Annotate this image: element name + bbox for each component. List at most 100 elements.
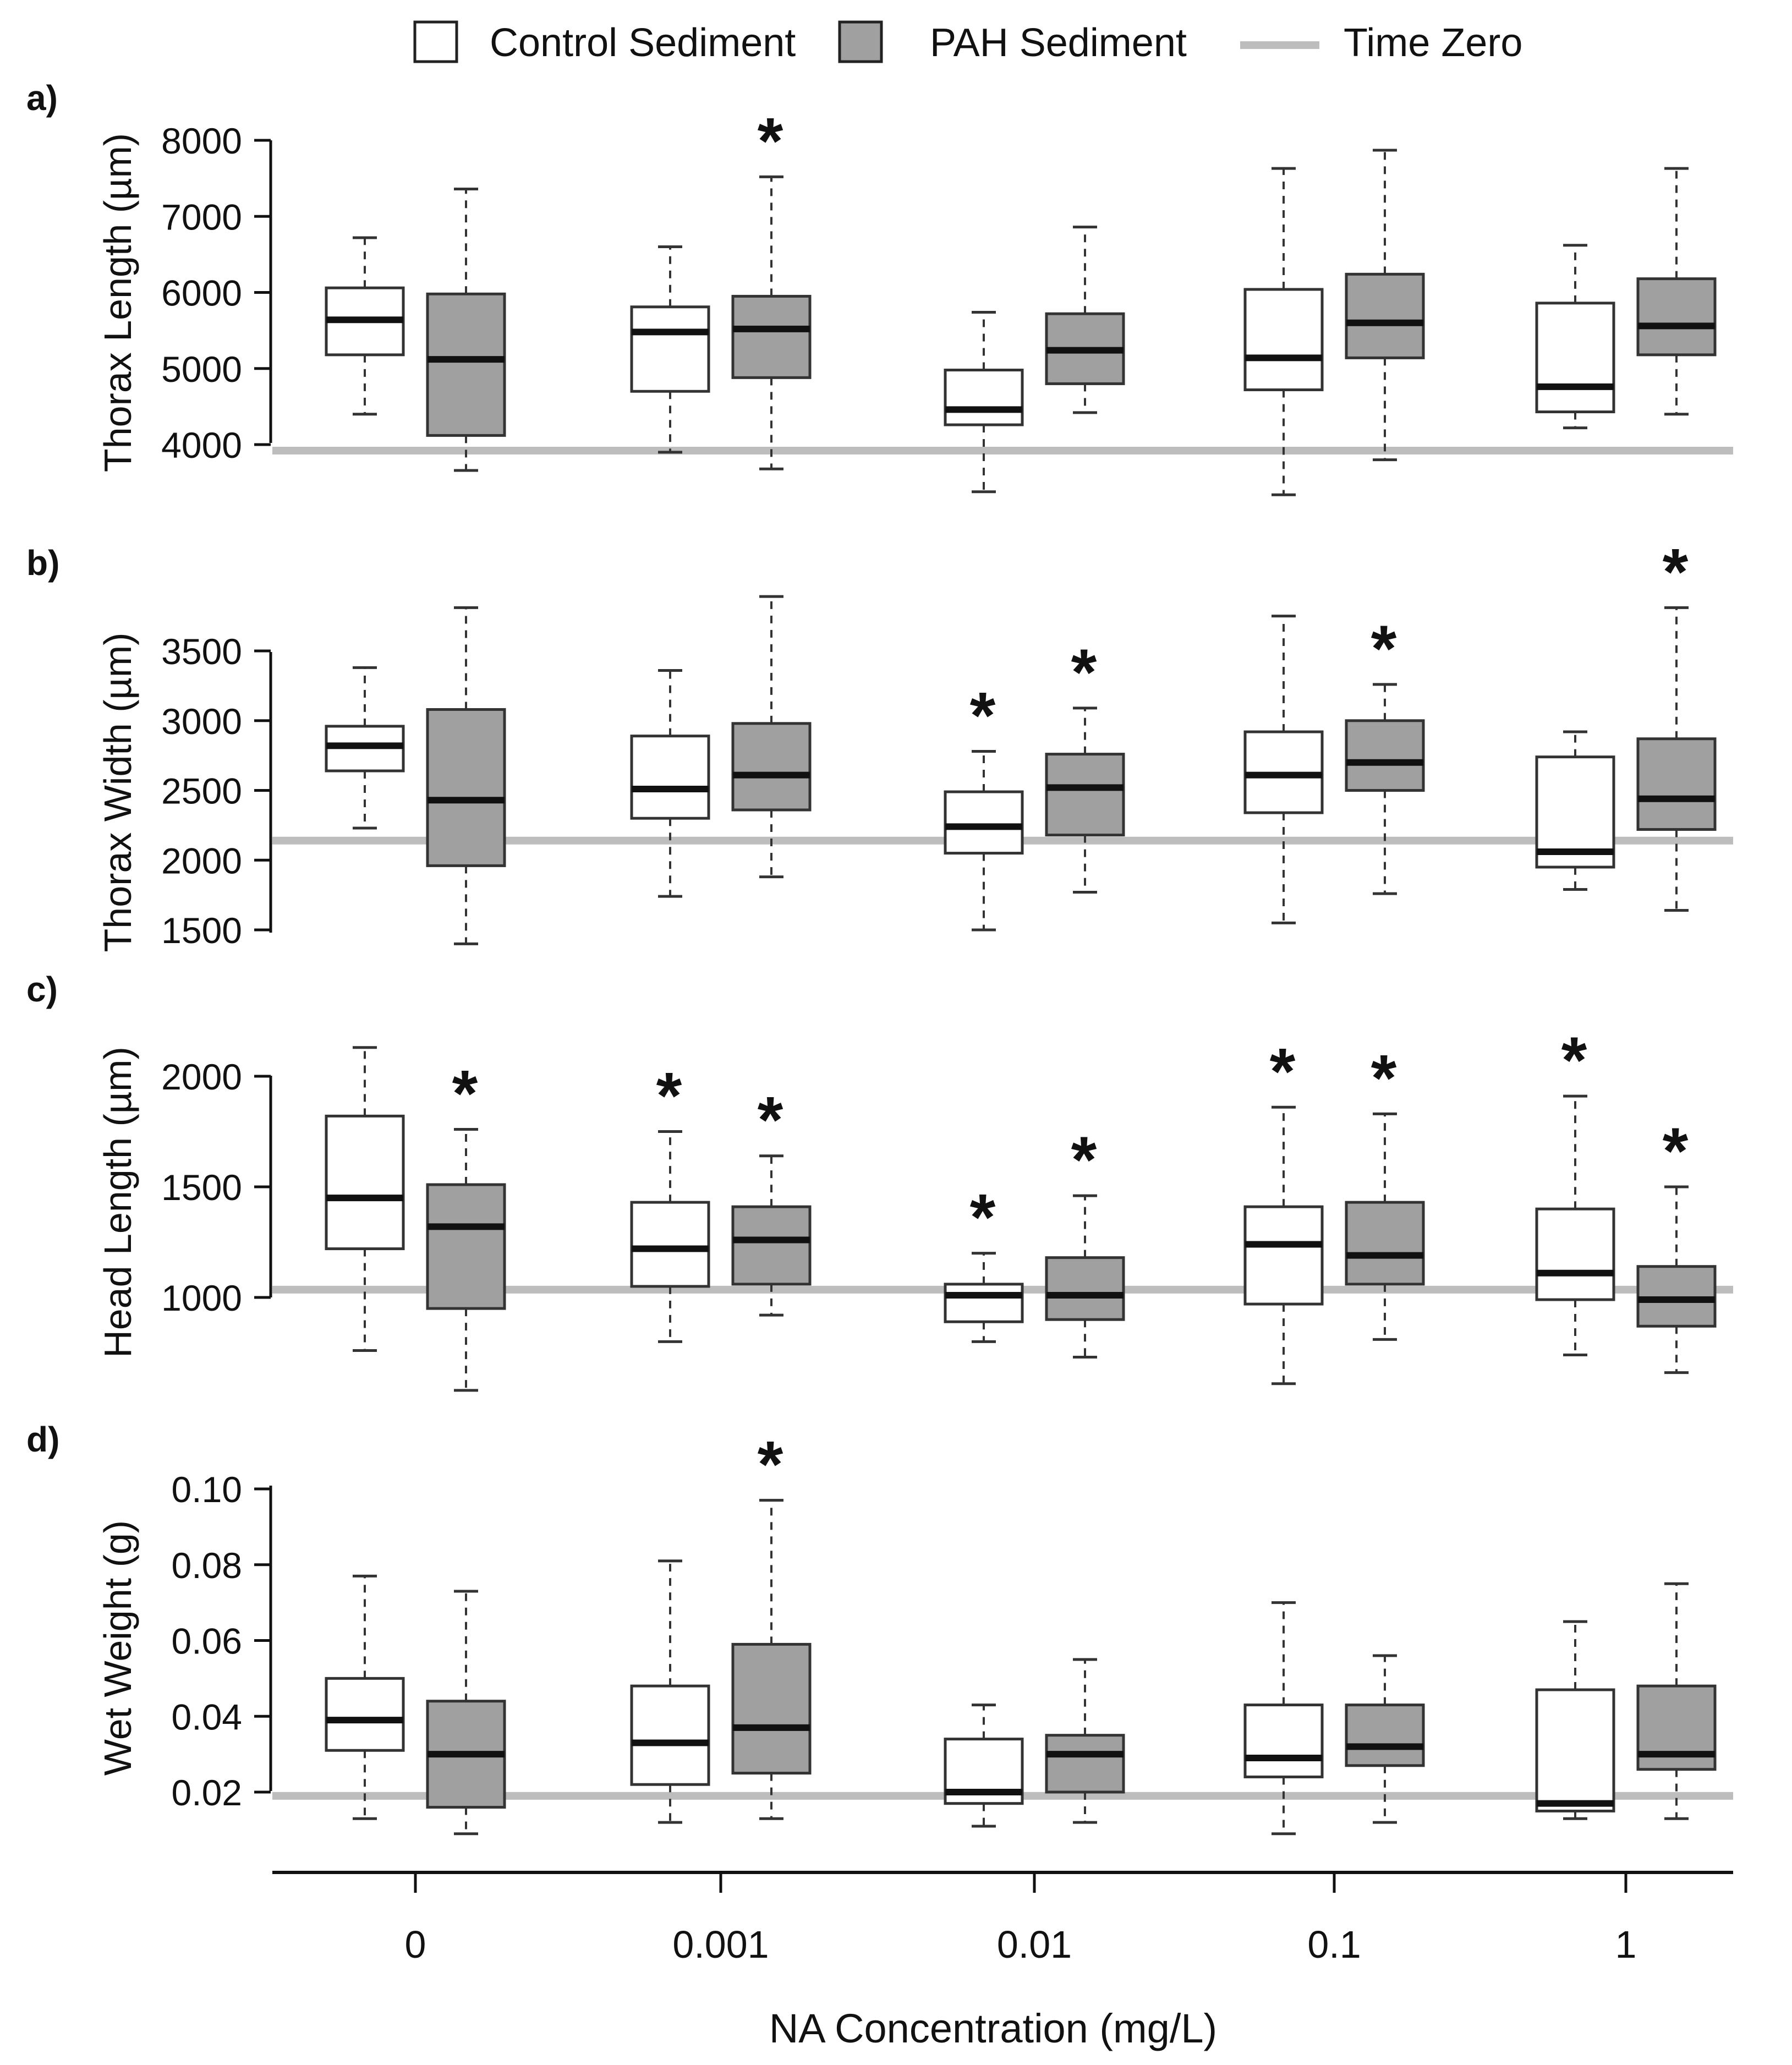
panel-b-control-box-0.001 xyxy=(630,669,710,898)
panel-c-pah-iqr-rect xyxy=(1345,1201,1425,1286)
panel-d-control-iqr-rect xyxy=(1535,1688,1615,1812)
panel-c-control-significance-star: * xyxy=(656,1059,682,1133)
panel-a-pah-box-0.01 xyxy=(1045,226,1125,414)
panel-c-control-significance-star: * xyxy=(1270,1034,1296,1108)
panel-b-control-box-0.01: * xyxy=(944,679,1024,932)
panel-d-control-box-0 xyxy=(325,1574,405,1820)
panel-d-ytick-label: 0.04 xyxy=(172,1696,242,1737)
panel-b-pah-iqr-rect xyxy=(426,708,506,867)
legend-time-zero-label: Time Zero xyxy=(1344,21,1522,65)
panel-c-pah-box-0.1: * xyxy=(1345,1041,1425,1341)
panel-b-pah-significance-star: * xyxy=(1663,535,1689,609)
panel-c-control-significance-star: * xyxy=(1561,1023,1587,1097)
panel-d-ytick-label: 0.08 xyxy=(172,1545,242,1586)
panel-a-ytick-label: 5000 xyxy=(161,349,242,390)
legend-pah-label: PAH Sediment xyxy=(930,21,1187,65)
panel-b-control-box-0 xyxy=(325,666,405,830)
panel-d-control-box-1 xyxy=(1535,1620,1615,1820)
panel-b-pah-box-1: * xyxy=(1636,535,1717,912)
panel-a: a) Thorax Length (µm) 4000 5000 6000 7000 80… xyxy=(26,78,1733,496)
panel-a-ytick-label: 7000 xyxy=(161,196,242,237)
panel-a-pah-box-0 xyxy=(426,187,506,472)
panel-a-control-iqr-rect xyxy=(630,305,710,393)
panel-a-control-box-0.001 xyxy=(630,245,710,454)
panel-a-pah-iqr-rect xyxy=(731,294,812,379)
panel-c-pah-significance-star: * xyxy=(452,1056,478,1130)
panel-c-pah-box-0.01: * xyxy=(1045,1123,1125,1359)
x-axis-title: NA Concentration (mg/L) xyxy=(769,2006,1217,2051)
panel-b-pah-box-0 xyxy=(426,606,506,945)
panel-a-control-box-0.01 xyxy=(944,310,1024,494)
panel-d-label: d) xyxy=(26,1420,59,1459)
panel-b-control-significance-star: * xyxy=(970,679,996,753)
panel-c-pah-iqr-rect xyxy=(1636,1265,1717,1328)
x-axis-tick-label: 0 xyxy=(405,1923,426,1966)
panel-b-ytick-label: 2000 xyxy=(161,840,242,881)
panel-d-pah-box-1 xyxy=(1636,1582,1717,1820)
panel-c-control-box-0.1: * xyxy=(1243,1034,1324,1385)
panel-c-control-significance-star: * xyxy=(970,1181,996,1255)
panel-d-control-box-0.01 xyxy=(944,1704,1024,1828)
panel-b-ytick-label: 3000 xyxy=(161,701,242,742)
panel-b-ytick-label: 1500 xyxy=(161,910,242,951)
panel-c-control-box-0.001: * xyxy=(630,1059,710,1343)
panel-b-control-iqr-rect xyxy=(944,790,1024,855)
panel-b-control-iqr-rect xyxy=(630,735,710,820)
panel-a-pah-iqr-rect xyxy=(426,292,506,437)
panel-d-pah-iqr-rect xyxy=(1045,1734,1125,1794)
x-axis-tick-label: 0.1 xyxy=(1307,1923,1361,1966)
panel-c: c) Head Length (µm) 1000 1500 2000 * * * * * * *… xyxy=(26,969,1733,1392)
panel-c-ylabel: Head Length (µm) xyxy=(96,1047,139,1358)
panel-b-pah-significance-star: * xyxy=(1071,636,1097,709)
panel-c-control-box-0 xyxy=(325,1046,405,1352)
panel-b-pah-iqr-rect xyxy=(731,722,812,812)
panel-c-pah-iqr-rect xyxy=(1045,1256,1125,1321)
panel-d-ytick-label: 0.10 xyxy=(172,1469,242,1510)
panel-d-pah-significance-star: * xyxy=(758,1428,783,1502)
panel-b-ytick-label: 2500 xyxy=(161,771,242,812)
panel-d-pah-box-0.01 xyxy=(1045,1658,1125,1824)
panel-c-control-box-0.01: * xyxy=(944,1181,1024,1343)
panel-d-control-iqr-rect xyxy=(630,1684,710,1786)
panel-a-control-box-1 xyxy=(1535,244,1615,430)
panel-a-pah-iqr-rect xyxy=(1636,277,1717,357)
panel-c-label: c) xyxy=(26,969,58,1009)
panel-a-pah-box-0.001: * xyxy=(731,104,812,470)
panel-b-label: b) xyxy=(26,543,59,583)
x-axis-tick-label: 0.01 xyxy=(997,1923,1072,1966)
panel-a-ytick-label: 6000 xyxy=(161,273,242,314)
legend: Control Sediment PAH Sediment Time Zero xyxy=(413,20,1522,65)
panel-c-control-iqr-rect xyxy=(325,1114,405,1251)
panel-a-pah-box-0.1 xyxy=(1345,149,1425,462)
panel-c-control-iqr-rect xyxy=(944,1283,1024,1323)
panel-c-pah-significance-star: * xyxy=(1663,1114,1689,1188)
panel-b-pah-iqr-rect xyxy=(1636,737,1717,831)
panel-c-control-iqr-rect xyxy=(630,1201,710,1288)
panel-d-ylabel: Wet Weight (g) xyxy=(96,1520,139,1776)
legend-control-label: Control Sediment xyxy=(490,21,796,65)
x-axis: 0 0.001 0.01 0.1 1 NA Concentration (mg/L) xyxy=(272,1871,1733,2051)
panel-c-pah-box-0: * xyxy=(426,1056,506,1392)
panel-b-control-box-0.1 xyxy=(1243,615,1324,924)
panel-a-pah-significance-star: * xyxy=(758,104,783,178)
panel-c-control-iqr-rect xyxy=(1535,1207,1615,1301)
panel-c-pah-iqr-rect xyxy=(731,1205,812,1286)
panel-b-pah-box-0.001 xyxy=(731,595,812,879)
panel-d-pah-box-0 xyxy=(426,1590,506,1836)
panel-c-pah-significance-star: * xyxy=(758,1083,783,1157)
panel-d-ytick-label: 0.06 xyxy=(172,1621,242,1662)
panel-a-control-iqr-rect xyxy=(1243,288,1324,391)
panel-a-pah-iqr-rect xyxy=(1345,272,1425,359)
panel-d-pah-box-0.001: * xyxy=(731,1428,812,1820)
panel-a-label: a) xyxy=(26,78,58,118)
legend-pah-swatch xyxy=(838,20,883,63)
panel-a-control-box-0 xyxy=(325,236,405,416)
panel-d-pah-box-0.1 xyxy=(1345,1654,1425,1824)
panel-b-pah-box-0.1: * xyxy=(1345,612,1425,895)
panel-b-ytick-label: 3500 xyxy=(161,631,242,672)
panel-d-pah-iqr-rect xyxy=(731,1642,812,1775)
panel-a-ytick-label: 4000 xyxy=(161,425,242,465)
x-axis-tick-label: 0.001 xyxy=(672,1923,769,1966)
panel-c-pah-significance-star: * xyxy=(1371,1041,1397,1115)
